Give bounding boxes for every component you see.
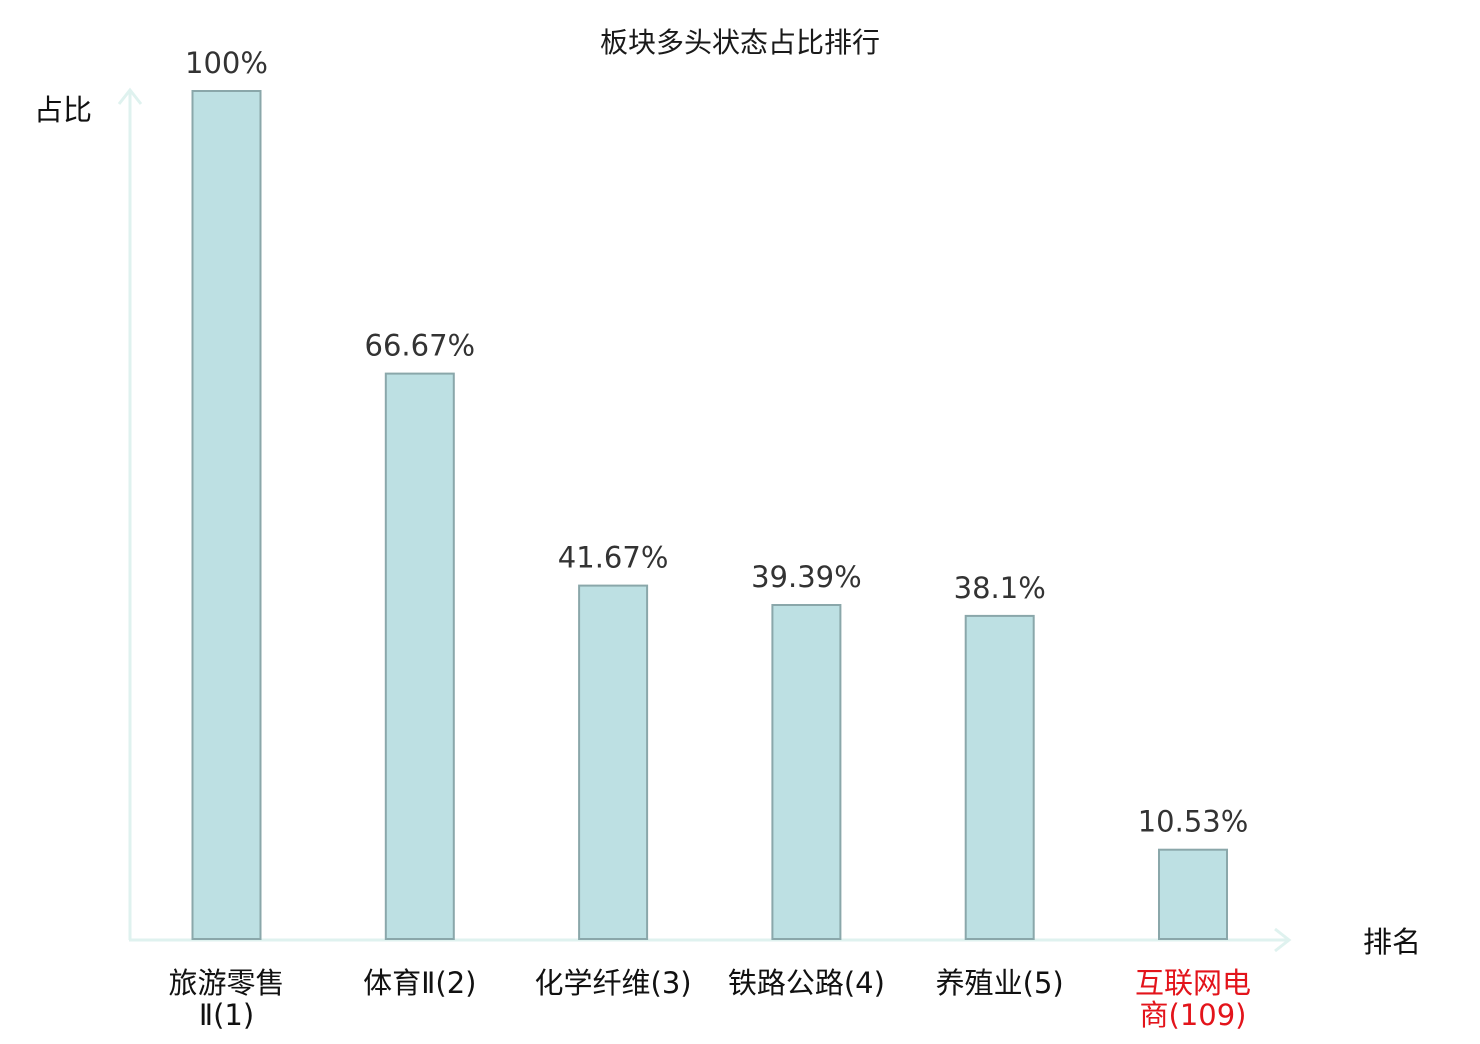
x-tick-label: 养殖业(5) <box>936 966 1064 1000</box>
y-axis-arrow <box>117 87 143 105</box>
chart-title: 板块多头状态占比排行 <box>600 26 880 59</box>
bars-group <box>191 90 1228 941</box>
x-axis-label: 排名 <box>1363 925 1421 959</box>
bar <box>578 584 649 940</box>
data-label: 41.67% <box>558 541 669 575</box>
x-tick-label: 铁路公路(4) <box>728 966 885 1000</box>
value-labels-group: 100% 66.67% 41.67% 39.39% 38.1% 10.53% <box>185 46 1248 839</box>
bar <box>964 614 1035 941</box>
x-tick-label: 商(109) <box>1140 998 1247 1032</box>
data-label: 100% <box>185 46 268 80</box>
x-tick-label: 体育Ⅱ(2) <box>363 966 476 1000</box>
bar <box>384 372 455 941</box>
y-axis-label: 占比 <box>34 93 92 127</box>
bar <box>191 90 262 940</box>
x-tick-label: 旅游零售 <box>168 966 284 1000</box>
data-label: 39.39% <box>751 560 862 594</box>
data-label: 66.67% <box>365 329 476 363</box>
axes <box>117 87 1292 953</box>
x-axis-arrow <box>1274 927 1292 953</box>
x-tick-label: 化学纤维(3) <box>535 966 692 1000</box>
data-label: 38.1% <box>954 571 1046 605</box>
x-tick-label: 互联网电 <box>1135 966 1251 1000</box>
x-tick-label: Ⅱ(1) <box>199 998 254 1032</box>
bar <box>771 604 842 940</box>
data-label: 10.53% <box>1138 805 1249 839</box>
bar <box>1158 848 1228 941</box>
